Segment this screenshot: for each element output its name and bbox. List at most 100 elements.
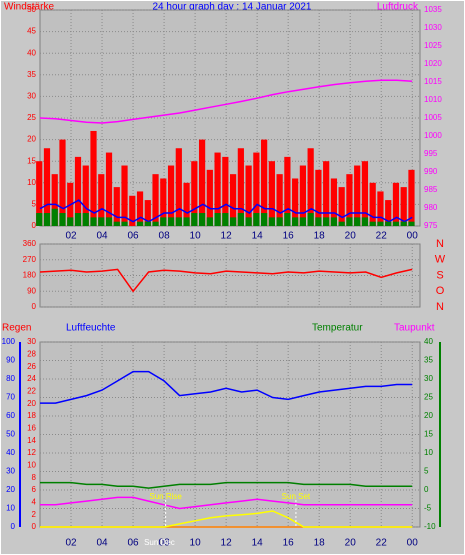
bar: [121, 165, 128, 226]
bar: [198, 139, 206, 226]
bar: [284, 213, 291, 226]
bar: [121, 221, 128, 226]
axis-title: Luftfeuchte: [66, 323, 116, 334]
y-tick-label: 30: [27, 337, 36, 346]
y-tick-label: 0: [32, 302, 37, 311]
bar: [74, 213, 82, 226]
y-tick-label: 975: [424, 221, 438, 230]
x-tick-label: 00: [407, 231, 419, 242]
bar: [330, 178, 338, 226]
bar: [82, 213, 89, 226]
x-tick-label: 06: [127, 231, 139, 242]
x-tick-label: 16: [283, 231, 295, 242]
bar: [237, 213, 244, 226]
y-tick-label: 1015: [424, 77, 442, 86]
x-tick-label: 06: [127, 538, 139, 549]
y-tick-label: 26: [27, 362, 36, 371]
y-tick-label: 20: [27, 399, 36, 408]
y-tick-label: 16: [27, 423, 36, 432]
y-tick-label: 30: [27, 92, 36, 101]
y-tick-label: 0: [32, 221, 37, 230]
x-tick-label: 20: [345, 231, 357, 242]
bar: [245, 165, 252, 226]
bar: [175, 148, 182, 226]
y-tick-label: 24: [27, 374, 36, 383]
bar: [144, 221, 151, 226]
bar: [338, 187, 345, 226]
y-tick-label: 1010: [424, 95, 442, 104]
y-tick-label: 5: [424, 467, 429, 476]
chart-title: 24 hour graph day : 14 Januar 2021: [152, 2, 311, 13]
series-line: [40, 496, 413, 510]
bar: [245, 217, 252, 226]
bar: [315, 217, 322, 226]
x-tick-label: 22: [376, 231, 388, 242]
y-tick-label: 40: [27, 48, 36, 57]
bar: [253, 213, 260, 226]
bar: [408, 221, 415, 226]
x-tick-label: 12: [221, 231, 233, 242]
y-tick-label: 10: [27, 178, 36, 187]
direction-label: N: [436, 301, 444, 313]
y-tick-label: 100: [2, 337, 16, 346]
bar: [299, 165, 306, 226]
bar: [230, 174, 237, 226]
bar: [237, 148, 244, 226]
y-tick-label: 80: [6, 374, 15, 383]
y-tick-label: 35: [27, 70, 36, 79]
y-tick-label: 30: [424, 374, 433, 383]
bar: [299, 217, 306, 226]
direction-label: N: [436, 238, 444, 250]
bar: [400, 221, 407, 226]
bar: [67, 217, 74, 226]
y-tick-label: 1035: [424, 5, 442, 14]
bar: [167, 165, 175, 226]
bar: [214, 213, 221, 226]
y-tick-label: 30: [6, 467, 15, 476]
bar: [346, 174, 353, 226]
bar: [369, 221, 376, 226]
bar: [261, 139, 268, 226]
bar: [51, 208, 58, 226]
x-tick-label: 00: [407, 538, 419, 549]
y-tick-label: 1030: [424, 23, 442, 32]
bar: [183, 182, 190, 226]
bar: [385, 200, 392, 226]
bar: [377, 221, 384, 226]
y-tick-label: 980: [424, 203, 438, 212]
y-tick-label: 4: [32, 497, 37, 506]
bar: [330, 217, 338, 226]
annotation: Sun Set: [282, 492, 311, 501]
y-tick-label: 1025: [424, 41, 442, 50]
bar: [59, 139, 66, 226]
bar: [323, 217, 330, 226]
bar: [136, 221, 144, 226]
bar: [152, 174, 159, 226]
series-line: [39, 79, 413, 124]
y-tick-label: 40: [424, 337, 433, 346]
bar: [175, 217, 182, 226]
bar: [160, 178, 167, 226]
x-tick-label: 10: [190, 538, 202, 549]
y-tick-label: 8: [32, 473, 37, 482]
bar: [167, 217, 175, 226]
y-tick-label: 270: [23, 255, 37, 264]
series-line: [40, 481, 413, 489]
x-tick-label: 02: [65, 231, 77, 242]
axis-title: Luftdruck: [377, 2, 419, 13]
bar: [315, 169, 322, 226]
bar: [276, 174, 283, 226]
bar: [160, 217, 167, 226]
bar: [354, 165, 361, 226]
bar: [307, 148, 314, 226]
x-tick-label: 08: [159, 231, 171, 242]
bar: [261, 213, 268, 226]
bar: [98, 217, 105, 226]
y-tick-label: 45: [27, 27, 36, 36]
x-tick-label: 22: [376, 538, 388, 549]
bar: [361, 161, 369, 226]
y-tick-label: 40: [6, 448, 15, 457]
axis-title: Temperatur: [312, 323, 363, 334]
bar: [408, 169, 415, 226]
